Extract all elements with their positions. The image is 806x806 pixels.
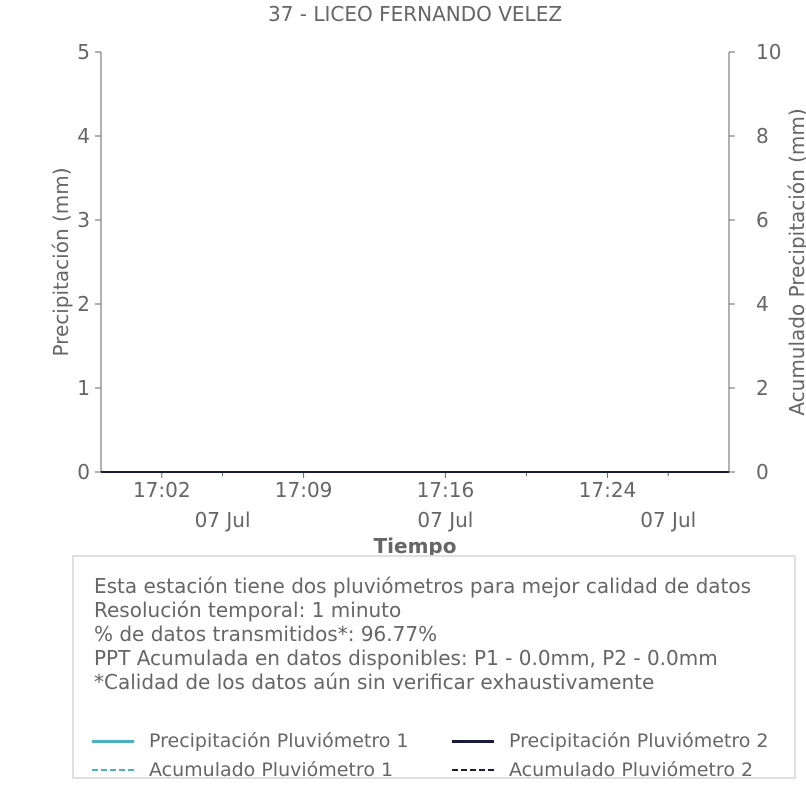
right-y-ticks: 0 2 4 6 8 10 [729,40,781,484]
left-y-tick-label: 2 [77,292,90,316]
right-y-tick-label: 4 [756,292,769,316]
legend-swatch-dashed [92,769,134,771]
x-tick-label: 17:24 [579,478,637,502]
right-y-axis-label: Acumulado Precipitación (mm) [785,108,806,415]
legend-swatch-solid [452,739,494,743]
chart-title: 37 - LICEO FERNANDO VELEZ [268,2,562,26]
x-date-label: 07 Jul [417,508,473,532]
legend-item-acc-p2: Acumulado Pluviómetro 2 [452,758,792,782]
info-text: Esta estación tiene dos pluviómetros par… [94,574,751,694]
right-y-tick-label: 6 [756,208,769,232]
right-y-tick-label: 0 [756,460,769,484]
left-y-ticks: 0 1 2 3 4 5 [77,40,101,484]
left-y-tick-label: 1 [77,376,90,400]
info-line-transmitted: % de datos transmitidos*: 96.77% [94,622,438,646]
left-y-tick-label: 5 [77,40,90,64]
x-tick-label: 17:09 [275,478,333,502]
x-tick-label: 17:02 [133,478,191,502]
x-date-label: 07 Jul [640,508,696,532]
legend-item-p2: Precipitación Pluviómetro 2 [452,729,792,753]
legend-item-p1: Precipitación Pluviómetro 1 [92,729,452,753]
right-y-tick-label: 2 [756,376,769,400]
info-line-dual-gauge: Esta estación tiene dos pluviómetros par… [94,574,752,598]
legend-swatch-dashed [452,769,494,771]
legend-swatch-solid [92,739,134,743]
plot-area [100,52,730,473]
left-y-tick-label: 4 [77,124,90,148]
info-line-accumulated: PPT Acumulada en datos disponibles: P1 -… [94,646,718,670]
left-y-tick-label: 0 [77,460,90,484]
legend: Precipitación Pluviómetro 1 Precipitació… [92,729,792,782]
left-y-axis-label: Precipitación (mm) [49,167,73,356]
right-y-tick-label: 8 [756,124,769,148]
x-axis-label: Tiempo [374,534,457,558]
legend-label: Acumulado Pluviómetro 2 [509,759,754,781]
right-y-tick-label: 10 [756,40,781,64]
x-date-label: 07 Jul [195,508,251,532]
x-tick-label: 17:16 [417,478,475,502]
legend-label: Precipitación Pluviómetro 2 [509,730,769,752]
left-y-tick-label: 3 [77,208,90,232]
info-box: Esta estación tiene dos pluviómetros par… [72,555,796,782]
legend-label: Acumulado Pluviómetro 1 [149,759,394,781]
info-line-resolution: Resolución temporal: 1 minuto [94,598,402,622]
legend-label: Precipitación Pluviómetro 1 [149,730,409,752]
legend-item-acc-p1: Acumulado Pluviómetro 1 [92,758,452,782]
info-line-quality-note: *Calidad de los datos aún sin verificar … [94,670,655,694]
